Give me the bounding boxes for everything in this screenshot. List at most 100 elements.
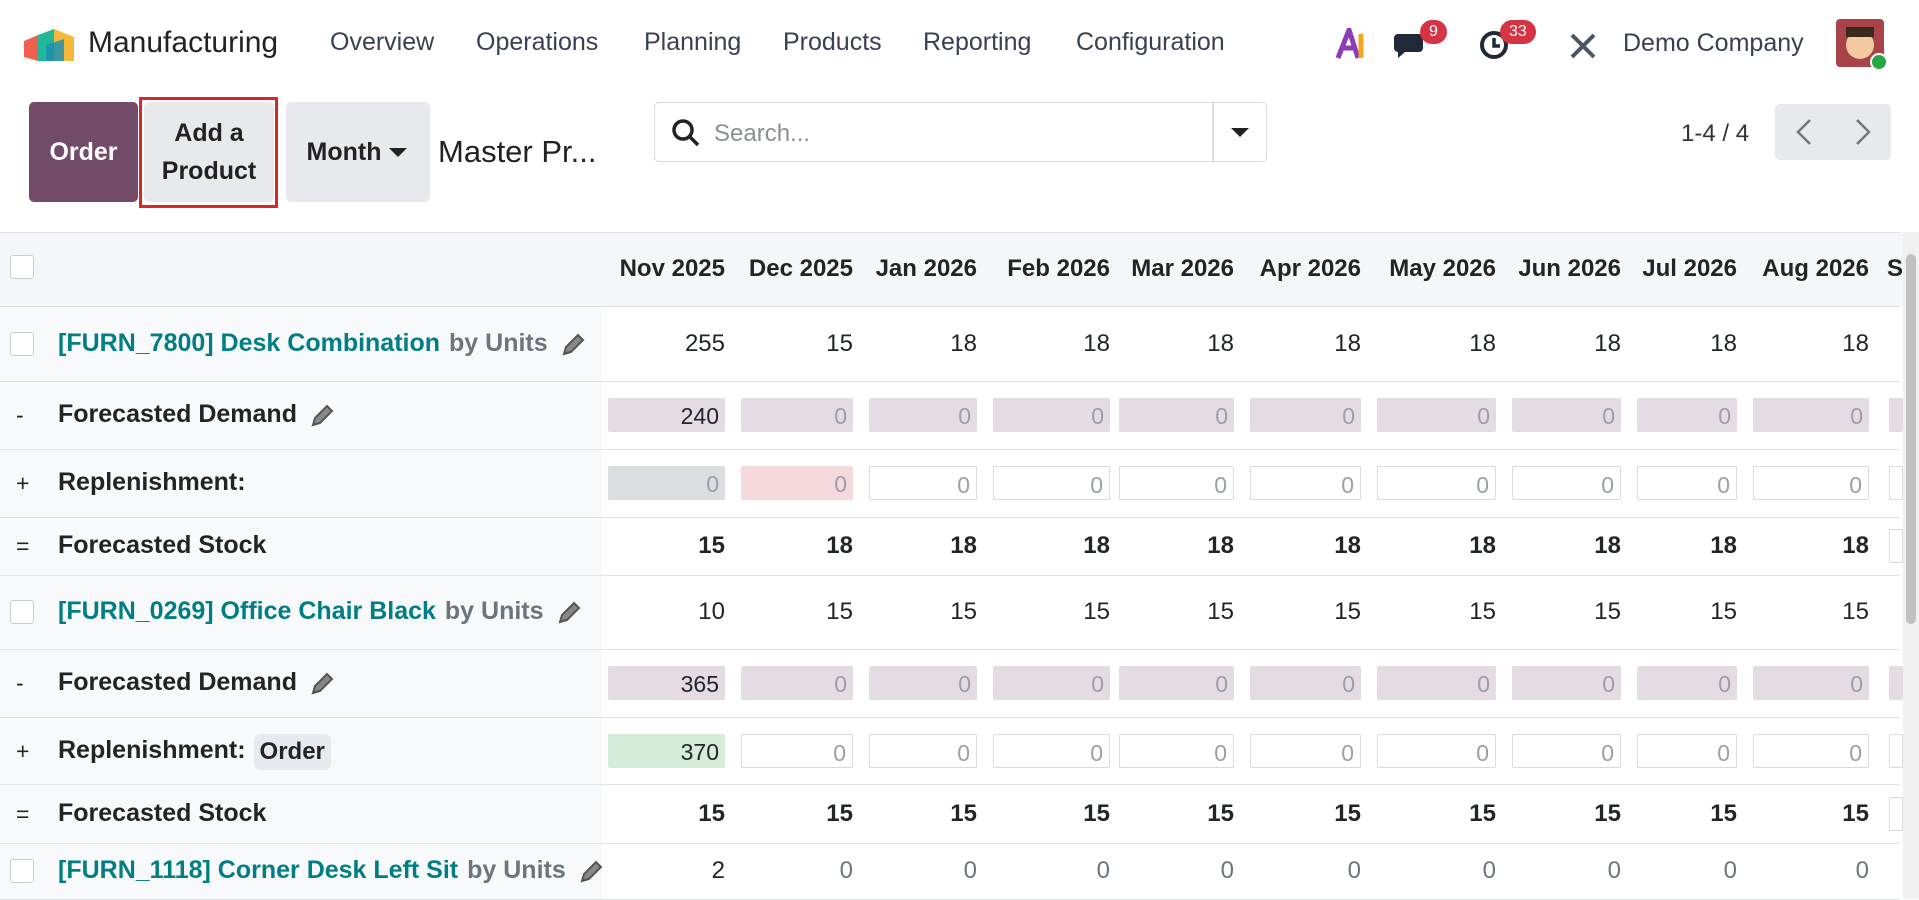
- menu-item[interactable]: Products: [783, 28, 882, 56]
- demand-cell[interactable]: 365: [608, 666, 725, 700]
- replenishment-cell[interactable]: 0: [1512, 466, 1621, 500]
- hline: [0, 517, 1900, 518]
- product-name[interactable]: [FURN_0269] Office Chair Black: [58, 596, 436, 625]
- replenishment-cell[interactable]: 0: [1637, 466, 1737, 500]
- stock-value: 15: [1083, 799, 1110, 827]
- demand-cell[interactable]: 0: [1512, 666, 1621, 700]
- order-button[interactable]: Order: [29, 102, 138, 202]
- header-checkbox[interactable]: [10, 255, 34, 279]
- stock-value: 18: [826, 532, 853, 559]
- replenishment-cell[interactable]: 0: [1250, 466, 1361, 500]
- edit-icon[interactable]: [578, 859, 604, 885]
- demand-cell[interactable]: 0: [869, 666, 977, 700]
- menu-item[interactable]: Configuration: [1076, 28, 1225, 56]
- demand-cell[interactable]: 0: [1753, 666, 1869, 700]
- table-header-bg: [0, 232, 1903, 306]
- edit-icon[interactable]: [560, 332, 586, 358]
- app-logo: [24, 29, 74, 61]
- hline: [0, 717, 1900, 718]
- replenishment-cell[interactable]: 0: [741, 466, 853, 500]
- replenishment-cell[interactable]: 0: [993, 466, 1110, 500]
- replenishment-cell[interactable]: 0: [869, 466, 977, 500]
- demand-cell[interactable]: 240: [608, 398, 725, 432]
- demand-cell[interactable]: 0: [1377, 666, 1496, 700]
- order-tag[interactable]: Order: [253, 733, 331, 770]
- replenishment-cell[interactable]: 0: [608, 466, 725, 500]
- row-label: Replenishment:: [58, 468, 246, 496]
- month-header: Mar 2026: [1131, 255, 1234, 282]
- replenishment-cell[interactable]: 0: [1377, 733, 1496, 768]
- replenishment-cell[interactable]: 0: [1753, 733, 1869, 768]
- company-name[interactable]: Demo Company: [1623, 29, 1804, 57]
- replenishment-cell[interactable]: 0: [869, 733, 977, 768]
- demand-cell[interactable]: 0: [1377, 398, 1496, 432]
- product-unit: by Units: [449, 328, 548, 357]
- replenishment-cell[interactable]: 0: [1119, 733, 1234, 768]
- replenishment-cell[interactable]: 0: [993, 733, 1110, 768]
- demand-cell[interactable]: 0: [1119, 666, 1234, 700]
- month-header: S: [1887, 255, 1903, 282]
- add-product-button[interactable]: Add a Product: [144, 102, 274, 202]
- demand-cell: [1889, 398, 1903, 432]
- replenishment-cell[interactable]: 0: [1377, 466, 1496, 500]
- demand-cell[interactable]: 0: [741, 398, 853, 432]
- month-button[interactable]: Month: [286, 102, 430, 202]
- edit-icon[interactable]: [309, 671, 335, 697]
- demand-cell[interactable]: 0: [1512, 398, 1621, 432]
- replenishment-cell[interactable]: 0: [1637, 733, 1737, 768]
- replenishment-cell[interactable]: 0: [1753, 466, 1869, 500]
- tools-icon[interactable]: [1568, 31, 1598, 61]
- demand-cell[interactable]: 0: [1250, 398, 1361, 432]
- activities-icon[interactable]: [1479, 28, 1511, 60]
- replenishment-cell[interactable]: 370: [608, 733, 725, 768]
- product-name[interactable]: [FURN_7800] Desk Combination: [58, 328, 441, 357]
- search-box[interactable]: [654, 102, 1267, 162]
- pager-next[interactable]: [1847, 117, 1877, 147]
- menu-item[interactable]: Reporting: [923, 28, 1032, 56]
- demand-cell[interactable]: 0: [993, 398, 1110, 432]
- replenishment-cell[interactable]: 0: [1512, 733, 1621, 768]
- edit-icon[interactable]: [309, 403, 335, 429]
- pager-prev[interactable]: [1790, 117, 1820, 147]
- month-header: Dec 2025: [748, 255, 853, 282]
- demand-cell[interactable]: 0: [1637, 666, 1737, 700]
- demand-cell[interactable]: 0: [1119, 398, 1234, 432]
- row-checkbox[interactable]: [10, 599, 34, 624]
- demand-cell[interactable]: 0: [1753, 398, 1869, 432]
- replenishment-cell[interactable]: 0: [1250, 733, 1361, 768]
- messages-icon[interactable]: [1393, 30, 1429, 60]
- demand-cell[interactable]: 0: [1637, 398, 1737, 432]
- demand-cell[interactable]: 0: [869, 398, 977, 432]
- hline: [0, 784, 1900, 785]
- hline: [0, 575, 1900, 576]
- product-value: 18: [1594, 329, 1621, 357]
- row-checkbox[interactable]: [10, 858, 34, 883]
- row-sign: =: [16, 533, 30, 559]
- product-value: 15: [1083, 597, 1110, 625]
- row-checkbox[interactable]: [10, 331, 34, 356]
- menu-item[interactable]: Operations: [476, 28, 599, 56]
- scrollbar-thumb[interactable]: [1906, 254, 1916, 624]
- product-name[interactable]: [FURN_1118] Corner Desk Left Sit: [58, 855, 459, 884]
- row-sign: -: [16, 670, 24, 696]
- search-placeholder[interactable]: Search...: [714, 120, 811, 147]
- avatar[interactable]: [1836, 19, 1888, 71]
- menu-item[interactable]: Planning: [644, 28, 742, 56]
- demand-cell: [1889, 666, 1903, 700]
- demand-cell[interactable]: 0: [741, 666, 853, 700]
- scrollbar: [1903, 232, 1919, 899]
- hline: [0, 306, 1900, 307]
- ai-icon[interactable]: [1336, 28, 1370, 60]
- stock-value: 15: [1710, 799, 1737, 827]
- replenishment-cell[interactable]: 0: [1119, 466, 1234, 500]
- edit-icon[interactable]: [556, 600, 582, 626]
- demand-cell[interactable]: 0: [993, 666, 1110, 700]
- row-sign: +: [16, 470, 30, 496]
- search-toggle[interactable]: [1229, 126, 1251, 140]
- stock-value: 18: [950, 532, 977, 559]
- pager-value[interactable]: 1-4 / 4: [1681, 120, 1750, 147]
- demand-cell[interactable]: 0: [1250, 666, 1361, 700]
- menu-item[interactable]: Overview: [330, 28, 435, 56]
- replenishment-cell[interactable]: 0: [741, 733, 853, 768]
